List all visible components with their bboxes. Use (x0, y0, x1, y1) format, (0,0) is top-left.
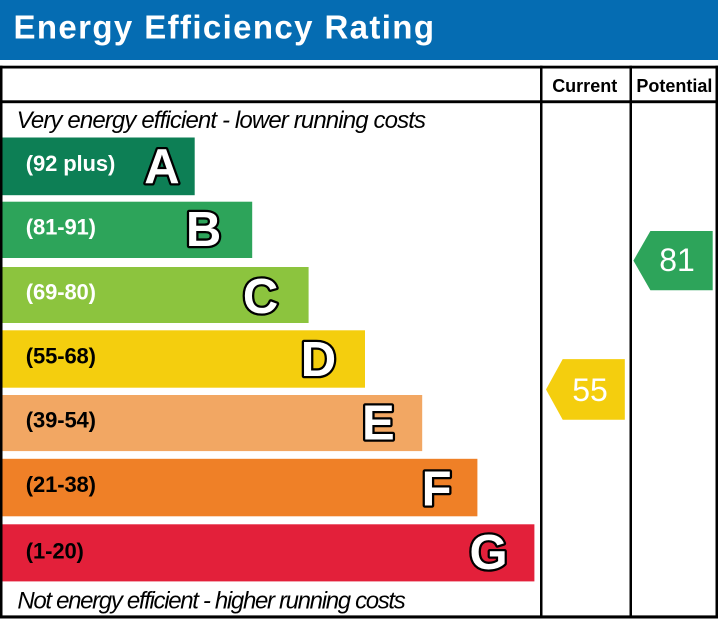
svg-text:A: A (144, 140, 179, 194)
svg-text:(81-91): (81-91) (26, 214, 96, 239)
svg-text:(1-20): (1-20) (26, 538, 84, 563)
svg-text:Energy Efficiency Rating: Energy Efficiency Rating (14, 9, 436, 46)
svg-text:55: 55 (572, 372, 608, 408)
svg-text:(39-54): (39-54) (26, 408, 96, 433)
svg-text:F: F (422, 462, 452, 516)
svg-text:Potential: Potential (636, 76, 712, 96)
svg-text:G: G (470, 526, 508, 580)
svg-text:(69-80): (69-80) (26, 280, 96, 305)
svg-text:81: 81 (659, 242, 695, 278)
svg-text:C: C (243, 270, 278, 324)
svg-text:(21-38): (21-38) (26, 472, 96, 497)
svg-text:E: E (362, 397, 395, 451)
svg-text:(55-68): (55-68) (26, 344, 96, 369)
svg-text:Not energy efficient - higher: Not energy efficient - higher running co… (17, 587, 405, 614)
svg-text:Current: Current (552, 76, 617, 96)
svg-text:D: D (301, 333, 336, 387)
svg-text:Very energy efficient - lower: Very energy efficient - lower running co… (17, 107, 426, 134)
svg-text:(92 plus): (92 plus) (26, 151, 115, 176)
svg-text:B: B (186, 203, 221, 257)
